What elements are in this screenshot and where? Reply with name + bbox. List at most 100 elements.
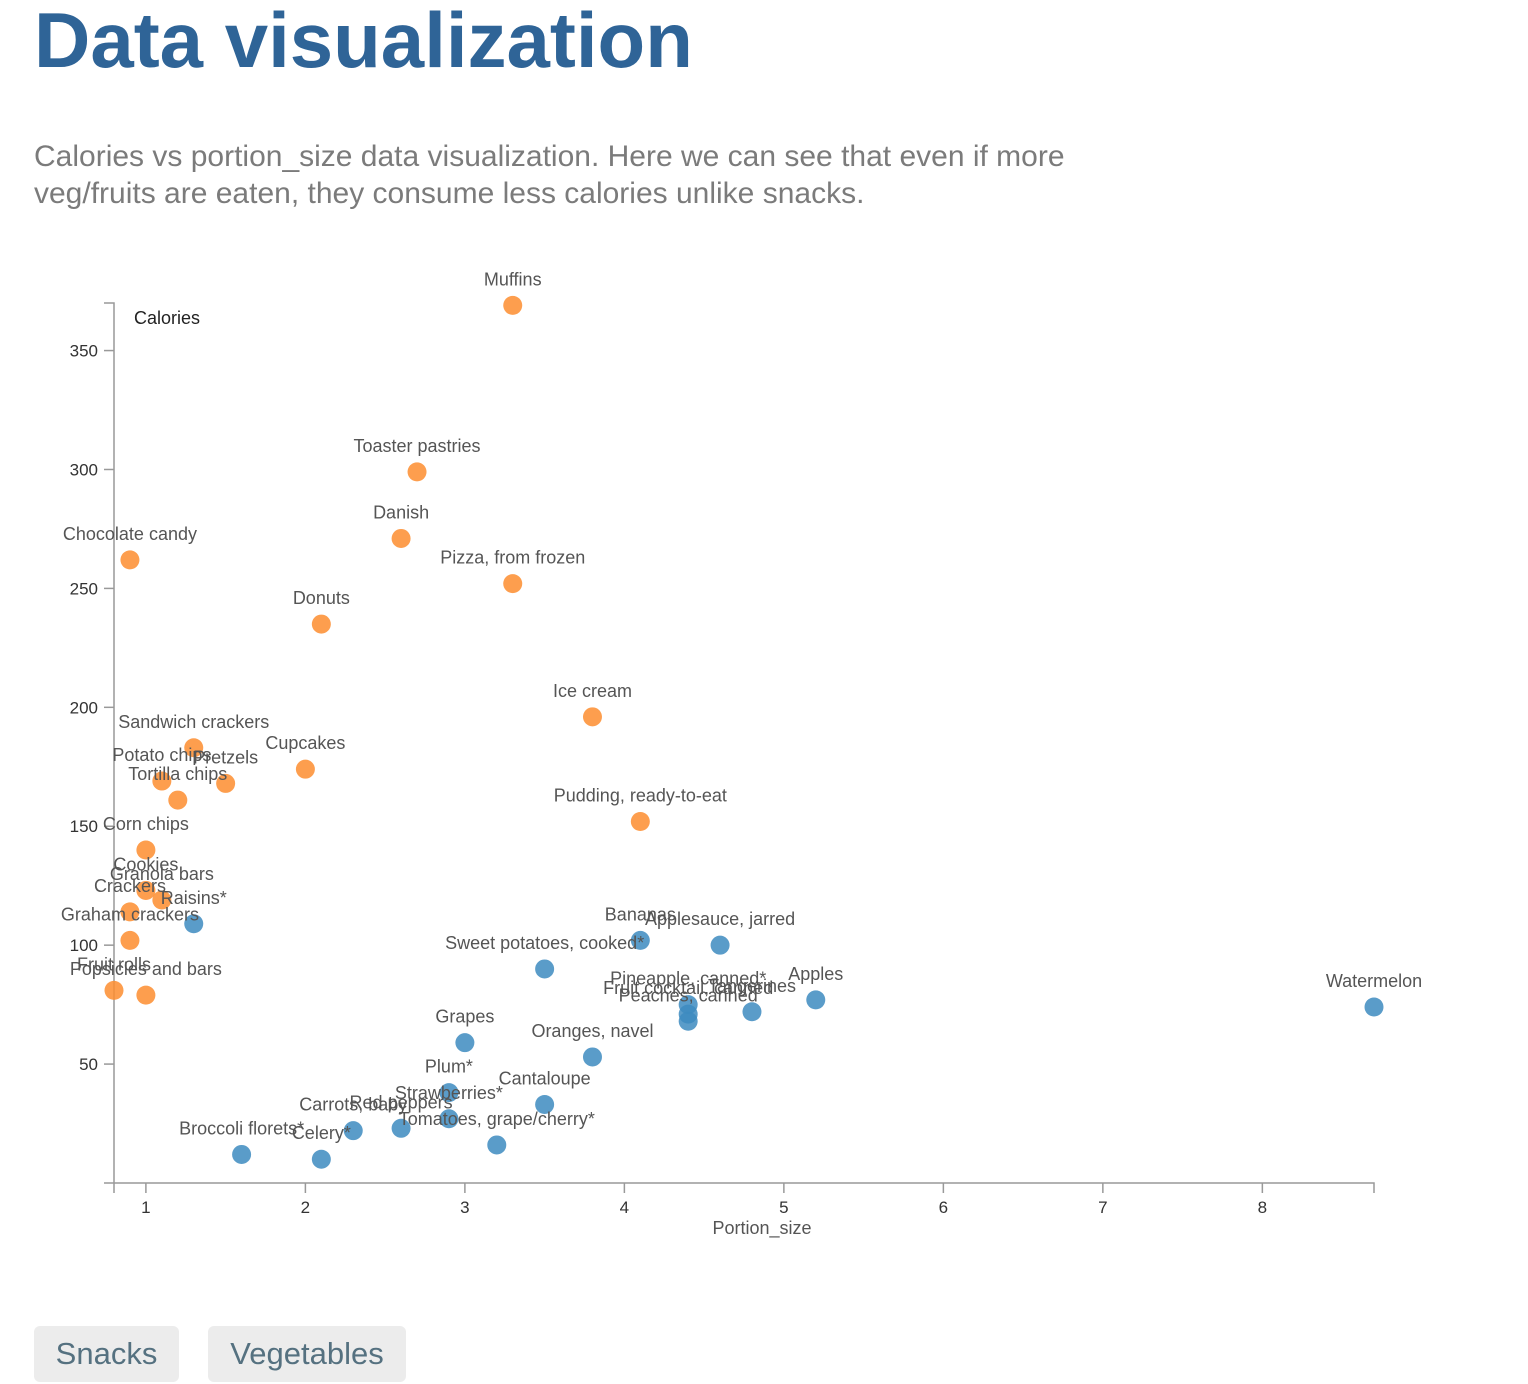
data-point-label: Grapes: [435, 1007, 494, 1027]
y-tick-label: 50: [79, 1055, 98, 1074]
data-point-label: Fruit cocktail, canned: [603, 978, 773, 998]
data-point: [582, 1047, 602, 1067]
data-point-label: Pineapple, canned*: [610, 969, 766, 989]
data-point: [232, 1144, 252, 1164]
data-point-label: Sweet potatoes, cooked*: [445, 933, 644, 953]
data-point-label: Danish: [373, 502, 429, 522]
y-axis-line: [104, 302, 115, 1184]
data-point: [120, 902, 140, 922]
data-point: [136, 985, 156, 1005]
data-point: [152, 890, 172, 910]
data-point-label: Broccoli florets*: [179, 1118, 304, 1138]
data-point-label: Popsicles and bars: [70, 959, 222, 979]
data-point-label: Pudding, ready-to-eat: [554, 785, 727, 805]
data-point: [136, 840, 156, 860]
data-point: [630, 811, 650, 831]
x-axis-line: [113, 1182, 1375, 1193]
data-point: [678, 1011, 698, 1031]
data-point-label: Plum*: [425, 1057, 473, 1077]
data-point-label: Graham crackers: [61, 904, 199, 924]
data-point-label: Strawberries*: [395, 1083, 503, 1103]
y-axis-title: Calories: [134, 308, 200, 328]
x-axis: 1 2 3 4 5 6 7 8: [113, 1182, 1375, 1217]
data-point-label: Applesauce, jarred: [645, 909, 795, 929]
data-point: [582, 707, 602, 727]
data-point: [295, 759, 315, 779]
data-point-label: Apples: [788, 964, 843, 984]
data-point-label: Cantaloupe: [499, 1069, 591, 1089]
vegetables-button[interactable]: Vegetables: [208, 1326, 406, 1382]
data-point: [184, 738, 204, 758]
data-point: [1364, 997, 1384, 1017]
x-tick-label: 5: [779, 1198, 788, 1217]
data-point-label: Ice cream: [553, 681, 632, 701]
data-point-label: Raisins*: [161, 888, 227, 908]
y-tick-label: 150: [70, 817, 98, 836]
data-point: [184, 914, 204, 934]
data-point: [391, 528, 411, 548]
y-tick-label: 350: [70, 342, 98, 361]
data-point-label: Oranges, navel: [531, 1021, 653, 1041]
data-point: [311, 1149, 331, 1169]
x-tick-label: 4: [620, 1198, 629, 1217]
x-tick-label: 7: [1098, 1198, 1107, 1217]
data-point-label: Donuts: [293, 588, 350, 608]
data-point: [503, 574, 523, 594]
data-point: [535, 959, 555, 979]
x-tick-label: 3: [460, 1198, 469, 1217]
data-point: [806, 990, 826, 1010]
snacks-button[interactable]: Snacks: [34, 1326, 179, 1382]
data-point-label: Muffins: [484, 269, 542, 289]
data-point: [120, 930, 140, 950]
data-point-label: Carrots, baby: [299, 1095, 407, 1115]
data-point-label: Chocolate candy: [63, 524, 197, 544]
data-point-label: Granola bars: [110, 864, 214, 884]
data-point: [535, 1095, 555, 1115]
data-point-label: Crackers: [94, 876, 166, 896]
data-points: [104, 295, 1384, 1169]
y-tick-label: 200: [70, 698, 98, 717]
data-point: [391, 1118, 411, 1138]
x-tick-label: 8: [1258, 1198, 1267, 1217]
data-point: [439, 1083, 459, 1103]
data-point: [311, 614, 331, 634]
data-point-label: Peaches, canned: [619, 985, 758, 1005]
data-point: [407, 462, 427, 482]
data-point-label: Red peppers: [350, 1092, 453, 1112]
point-labels: Muffins Toaster pastries Danish Chocolate c…: [61, 269, 1422, 1143]
data-point-label: Bananas: [605, 904, 676, 924]
data-point-label: Sandwich crackers: [118, 712, 269, 732]
data-point: [503, 295, 523, 315]
x-tick-label: 2: [301, 1198, 310, 1217]
page-description: Calories vs portion_size data visualizat…: [34, 140, 1065, 210]
page-title: Data visualization: [34, 0, 693, 84]
data-point: [152, 771, 172, 791]
data-point: [136, 880, 156, 900]
data-point-label: Watermelon: [1326, 971, 1422, 991]
y-axis: 50 100 150 200 250 300 350: [70, 302, 115, 1184]
data-point: [120, 550, 140, 570]
y-tick-label: 250: [70, 579, 98, 598]
data-point: [742, 1002, 762, 1022]
data-point-label: Toaster pastries: [354, 436, 481, 456]
data-point-label: Cupcakes: [265, 733, 345, 753]
data-point: [168, 790, 188, 810]
data-point-label: Tangerines: [708, 976, 796, 996]
data-point-label: Tomatoes, grape/cherry*: [399, 1109, 595, 1129]
data-point-label: Tortilla chips: [128, 764, 227, 784]
data-point-label: Pretzels: [193, 747, 258, 767]
y-tick-label: 100: [70, 936, 98, 955]
data-point-label: Potato chips: [112, 745, 211, 765]
data-point: [630, 930, 650, 950]
data-point: [455, 1033, 475, 1053]
data-point-label: Cookies: [113, 854, 178, 874]
data-point-label: Corn chips: [103, 814, 189, 834]
data-point: [216, 773, 236, 793]
data-point: [104, 980, 124, 1000]
x-axis-title: Portion_size: [712, 1218, 811, 1239]
data-point: [710, 935, 730, 955]
data-point-label: Celery*: [292, 1123, 351, 1143]
data-point-label: Fruit rolls: [77, 954, 151, 974]
x-tick-label: 6: [939, 1198, 948, 1217]
